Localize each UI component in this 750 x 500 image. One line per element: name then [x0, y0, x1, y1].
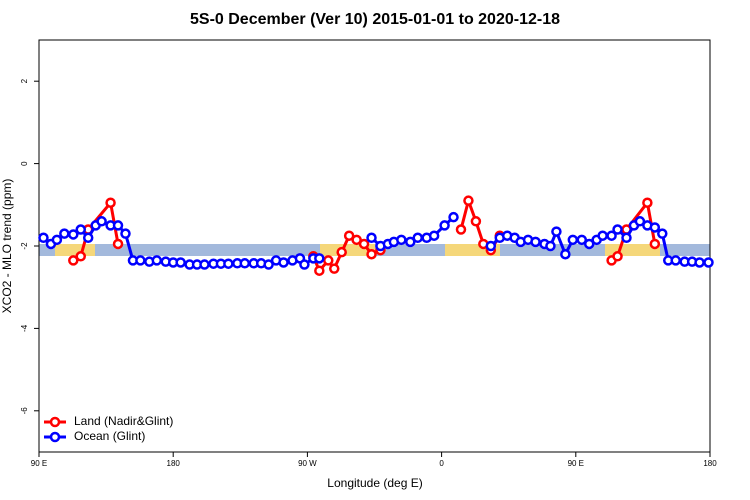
marker [463, 195, 474, 206]
legend-marker [49, 416, 61, 428]
marker [38, 232, 49, 244]
marker [642, 197, 653, 208]
marker [75, 224, 87, 235]
chart-title: 5S-0 December (Ver 10) 2015-01-01 to 202… [190, 11, 560, 28]
marker [299, 259, 310, 270]
marker [612, 251, 623, 262]
marker [612, 224, 623, 235]
series [38, 211, 714, 270]
legend-label: Ocean (Glint) [74, 429, 145, 443]
marker [551, 226, 562, 237]
marker [545, 240, 556, 252]
marker [470, 216, 482, 227]
marker [68, 255, 79, 266]
marker [105, 197, 116, 208]
marker [412, 232, 423, 244]
marker [343, 230, 355, 241]
marker [82, 232, 94, 244]
x-tick-label: 90 W [298, 459, 317, 468]
marker [694, 257, 705, 268]
marker [135, 255, 146, 266]
marker [560, 248, 571, 260]
marker [405, 236, 416, 248]
marker [75, 251, 87, 262]
marker [634, 216, 646, 227]
marker [606, 230, 617, 241]
series-line [311, 233, 382, 274]
marker [366, 248, 377, 260]
marker [314, 265, 325, 276]
marker [649, 222, 661, 233]
marker [455, 224, 467, 235]
marker [358, 238, 370, 250]
y-tick-label: -2 [20, 242, 29, 250]
marker [351, 234, 362, 246]
marker [239, 258, 251, 269]
marker [199, 259, 210, 270]
marker [336, 246, 347, 258]
marker [328, 263, 340, 274]
marker [151, 255, 163, 266]
marker [68, 229, 79, 240]
x-tick-label: 90 E [568, 459, 584, 468]
marker [112, 220, 124, 231]
y-tick-label: 0 [20, 161, 29, 166]
legend-marker [49, 431, 61, 443]
marker [703, 257, 714, 268]
marker [621, 232, 632, 244]
marker [366, 232, 377, 244]
land-patch [55, 244, 95, 256]
marker [657, 228, 668, 239]
marker [428, 230, 440, 241]
x-axis-label: Longitude (deg E) [327, 476, 422, 490]
marker [396, 234, 407, 246]
marker [263, 259, 274, 270]
marker [439, 220, 450, 231]
marker [567, 234, 579, 246]
y-tick-label: -6 [20, 407, 29, 415]
marker [448, 211, 459, 223]
y-axis-label: XCO2 - MLO trend (ppm) [0, 179, 14, 314]
marker [112, 238, 124, 250]
marker [175, 257, 186, 268]
x-tick-label: 90 E [31, 459, 47, 468]
marker [120, 228, 131, 239]
y-tick-label: -4 [20, 324, 29, 332]
series [68, 195, 661, 276]
marker [576, 234, 588, 246]
x-tick-label: 0 [439, 459, 444, 468]
marker [314, 253, 325, 264]
x-tick-label: 180 [167, 459, 181, 468]
marker [649, 238, 661, 250]
marker [583, 238, 595, 250]
marker [323, 255, 334, 266]
y-tick-label: 2 [20, 78, 29, 83]
marker [597, 230, 608, 241]
marker [59, 228, 70, 239]
marker [223, 258, 234, 269]
marker [670, 255, 681, 266]
x-tick-label: 180 [703, 459, 717, 468]
legend-label: Land (Nadir&Glint) [74, 414, 173, 428]
marker [530, 236, 541, 248]
marker [96, 216, 107, 227]
marker [485, 240, 497, 252]
marker [278, 257, 289, 268]
marker [51, 234, 63, 246]
